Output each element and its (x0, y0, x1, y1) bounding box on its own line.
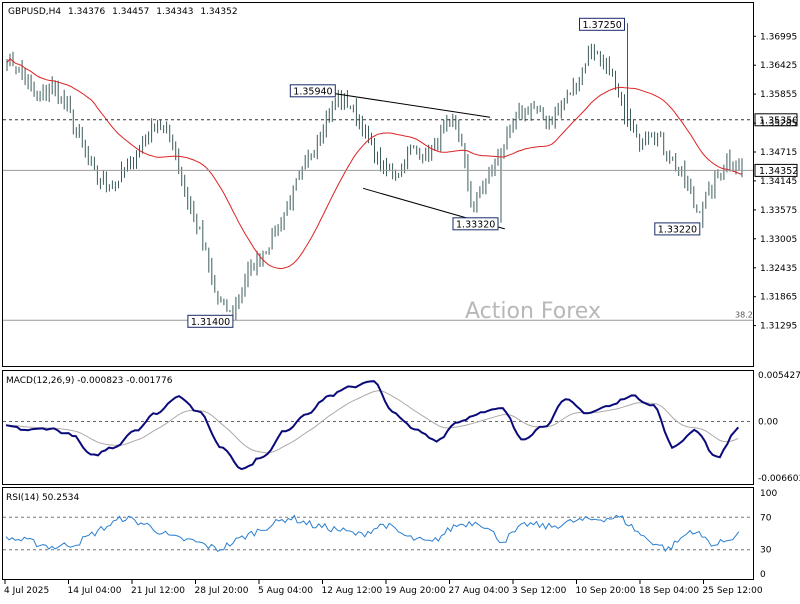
trendline (309, 89, 491, 118)
macd-line (5, 380, 740, 471)
swing-label: 1.37250 (583, 20, 622, 31)
moving-average (6, 57, 743, 270)
high-value: 1.34457 (112, 7, 149, 17)
chart-header: GBPUSD,H4 1.34376 1.34457 1.34343 1.3435… (8, 7, 238, 17)
swing-labels: 1.37250 1.35940 1.33320 1.33220 1.31400 (187, 17, 701, 328)
ma-line (6, 57, 743, 270)
price-tick-label: 1.32435 (760, 264, 797, 274)
swing-label: 1.33220 (658, 224, 697, 235)
level-tag (754, 113, 798, 127)
price-tick-label: 1.36425 (760, 61, 797, 71)
swing-label: 1.33320 (456, 219, 495, 230)
level-tag (754, 163, 798, 177)
macd-tick-label: -0.006603 (758, 474, 800, 484)
fib-label: 38.2 (735, 310, 753, 319)
price-series (6, 23, 743, 321)
symbol-label: GBPUSD,H4 (8, 7, 61, 17)
x-tick-label: 25 Sep 12:00 (703, 586, 763, 596)
level-label: 1.34352 (759, 166, 798, 177)
macd-signal-line (5, 390, 739, 454)
rsi-series: 100 70 30 0 (3, 489, 777, 580)
price-pane-frame (2, 2, 754, 367)
x-tick-label: 21 Jul 12:00 (131, 586, 185, 596)
price-tick-label: 1.35855 (760, 90, 797, 100)
x-tick-label: 14 Jul 04:00 (68, 586, 122, 596)
macd-tick-label: 0.00 (758, 418, 778, 428)
price-tick-label: 1.31295 (760, 322, 797, 332)
rsi-tick-label: 100 (760, 489, 777, 499)
rsi-tick-label: 30 (760, 546, 772, 556)
x-tick-label: 10 Sep 20:00 (576, 586, 636, 596)
x-tick-label: 18 Sep 04:00 (639, 586, 699, 596)
open-value: 1.34376 (68, 7, 105, 17)
price-levels: 1.35350 1.34352 38.2 (3, 113, 798, 321)
price-tick-label: 1.33575 (760, 206, 797, 216)
trendlines (309, 89, 505, 230)
swing-label: 1.35940 (293, 86, 332, 97)
x-tick-label: 28 Jul 20:00 (195, 586, 249, 596)
swing-label-box (654, 222, 701, 236)
macd-title: MACD(12,26,9) -0.000823 -0.001776 (6, 376, 173, 386)
rsi-title: RSI(14) 50.2534 (6, 493, 79, 503)
macd-pane-frame (2, 370, 754, 485)
macd-series: 0.005427 0.00 -0.006603 (3, 371, 800, 484)
x-tick-label: 3 Sep 12:00 (512, 586, 567, 596)
price-tick-label: 1.35285 (760, 119, 797, 129)
swing-label-box (579, 17, 625, 31)
rsi-pane-frame (2, 487, 754, 580)
rsi-line (5, 514, 740, 553)
rsi-tick-label: 0 (760, 570, 766, 580)
swing-label-box (452, 217, 499, 231)
x-tick-label: 4 Jul 2025 (4, 586, 49, 596)
price-tick-label: 1.31865 (760, 293, 797, 303)
price-tick-label: 1.36995 (760, 32, 797, 42)
x-tick-label: 19 Aug 20:00 (385, 586, 446, 596)
macd-tick-label: 0.005427 (758, 371, 800, 381)
x-tick-label: 5 Aug 04:00 (258, 586, 313, 596)
x-tick-label: 27 Aug 04:00 (449, 586, 510, 596)
close-value: 1.34352 (200, 7, 237, 17)
swing-label: 1.31400 (191, 317, 230, 328)
time-x-axis: 4 Jul 2025 14 Jul 04:00 21 Jul 12:00 28 Jul… (4, 580, 763, 596)
price-tick-label: 1.34145 (760, 177, 797, 187)
x-tick-label: 12 Aug 12:00 (322, 586, 383, 596)
swing-label-box (187, 314, 234, 328)
price-y-axis: 1.36995 1.36425 1.35855 1.35285 1.34715 1.341… (753, 32, 797, 332)
swing-label-box (289, 84, 336, 98)
rsi-tick-label: 70 (760, 513, 772, 523)
price-tick-label: 1.33005 (760, 235, 797, 245)
low-value: 1.34343 (156, 7, 193, 17)
level-label: 1.35350 (759, 115, 798, 126)
price-tick-label: 1.34715 (760, 148, 797, 158)
